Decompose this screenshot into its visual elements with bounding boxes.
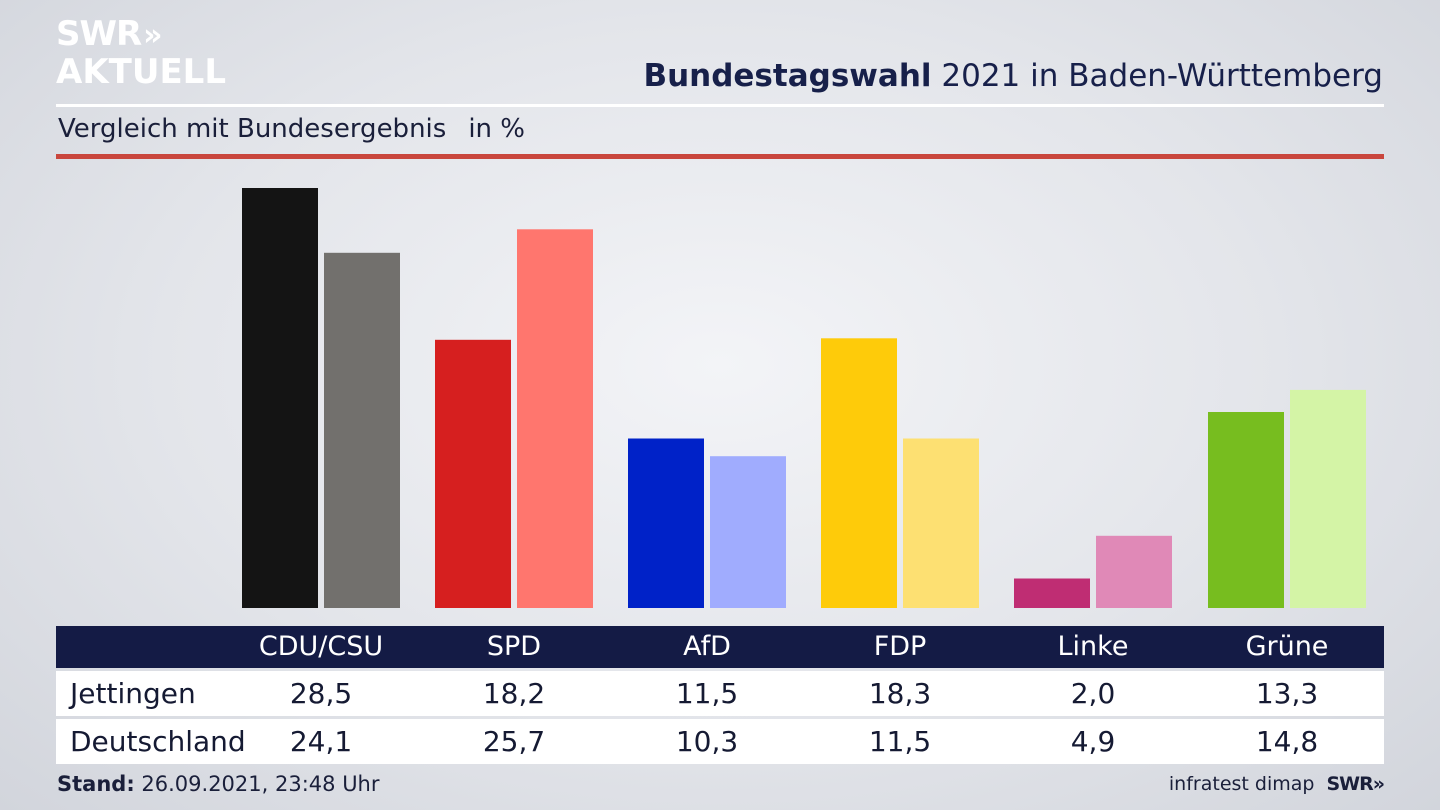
source-label: infratest dimap — [1168, 773, 1315, 795]
bar-fdp-jettingen — [821, 338, 897, 608]
column-header: AfD — [683, 631, 731, 662]
bar-spd-jettingen — [435, 339, 511, 608]
column-header: FDP — [873, 631, 927, 662]
table-cell: 18,2 — [482, 677, 546, 710]
bar-cdu-csu-jettingen — [242, 188, 318, 608]
column-header: Grüne — [1245, 631, 1329, 662]
bar-gr-ne-jettingen — [1208, 412, 1284, 608]
subtitle-text: Vergleich mit Bundesergebnis — [58, 114, 447, 144]
bar-spd-deutschland — [517, 229, 593, 609]
header-divider — [56, 104, 1384, 107]
table-cell: 10,3 — [675, 725, 739, 758]
row-label: Jettingen — [70, 677, 196, 710]
table-row: Jettingen 28,5 18,2 11,5 18,3 2,0 13,3 — [56, 671, 1384, 716]
stand-value: 26.09.2021, 23:48 Uhr — [141, 772, 380, 796]
logo-swr: SWR — [56, 14, 142, 54]
column-header: SPD — [486, 631, 542, 662]
bar-afd-deutschland — [710, 456, 786, 608]
column-header: CDU/CSU — [258, 631, 384, 662]
bar-cdu-csu-deutschland — [324, 252, 400, 609]
swr-aktuell-logo: SWR» AKTUELL — [56, 16, 226, 92]
table-cell: 11,5 — [675, 677, 739, 710]
chart-subtitle: Vergleich mit Bundesergebnis in % — [58, 114, 525, 144]
accent-rule — [56, 154, 1384, 159]
table-cell: 28,5 — [289, 677, 353, 710]
title-rest: 2021 in Baden-Württemberg — [941, 58, 1383, 94]
table-header: CDU/CSU SPD AfD FDP Linke Grüne — [56, 626, 1384, 668]
stand-label: Stand: — [57, 772, 135, 796]
results-table: CDU/CSU SPD AfD FDP Linke Grüne Jettingen 28,5… — [56, 626, 1384, 764]
table-cell: 11,5 — [868, 725, 932, 758]
title-bold: Bundestagswahl — [643, 58, 932, 94]
table-cell: 2,0 — [1070, 677, 1116, 710]
bar-afd-jettingen — [628, 438, 704, 608]
timestamp: Stand: 26.09.2021, 23:48 Uhr — [57, 772, 380, 796]
row-label: Deutschland — [70, 725, 246, 758]
table-body: Jettingen 28,5 18,2 11,5 18,3 2,0 13,3 Deutschl… — [56, 671, 1384, 764]
bar-linke-jettingen — [1014, 578, 1090, 608]
source-credit: infratest dimap SWR» — [1168, 773, 1385, 795]
logo-line2: AKTUELL — [56, 52, 227, 92]
column-header: Linke — [1057, 631, 1129, 662]
bar-fdp-deutschland — [903, 438, 979, 608]
footer-swr-logo: SWR» — [1326, 773, 1385, 795]
logo-line1: SWR» — [56, 16, 226, 54]
table-cell: 24,1 — [289, 725, 353, 758]
bar-linke-deutschland — [1096, 535, 1172, 608]
bar-chart — [242, 188, 1366, 609]
unit-label: in % — [468, 114, 525, 144]
table-row: Deutschland 24,1 25,7 10,3 11,5 4,9 14,8 — [56, 719, 1384, 764]
table-cell: 13,3 — [1255, 677, 1319, 710]
table-cell: 18,3 — [868, 677, 932, 710]
bar-gr-ne-deutschland — [1290, 389, 1366, 608]
table-cell: 14,8 — [1255, 725, 1319, 758]
table-cell: 4,9 — [1070, 725, 1116, 758]
table-cell: 25,7 — [482, 725, 546, 758]
chart-title: Bundestagswahl 2021 in Baden-Württemberg — [643, 58, 1383, 94]
